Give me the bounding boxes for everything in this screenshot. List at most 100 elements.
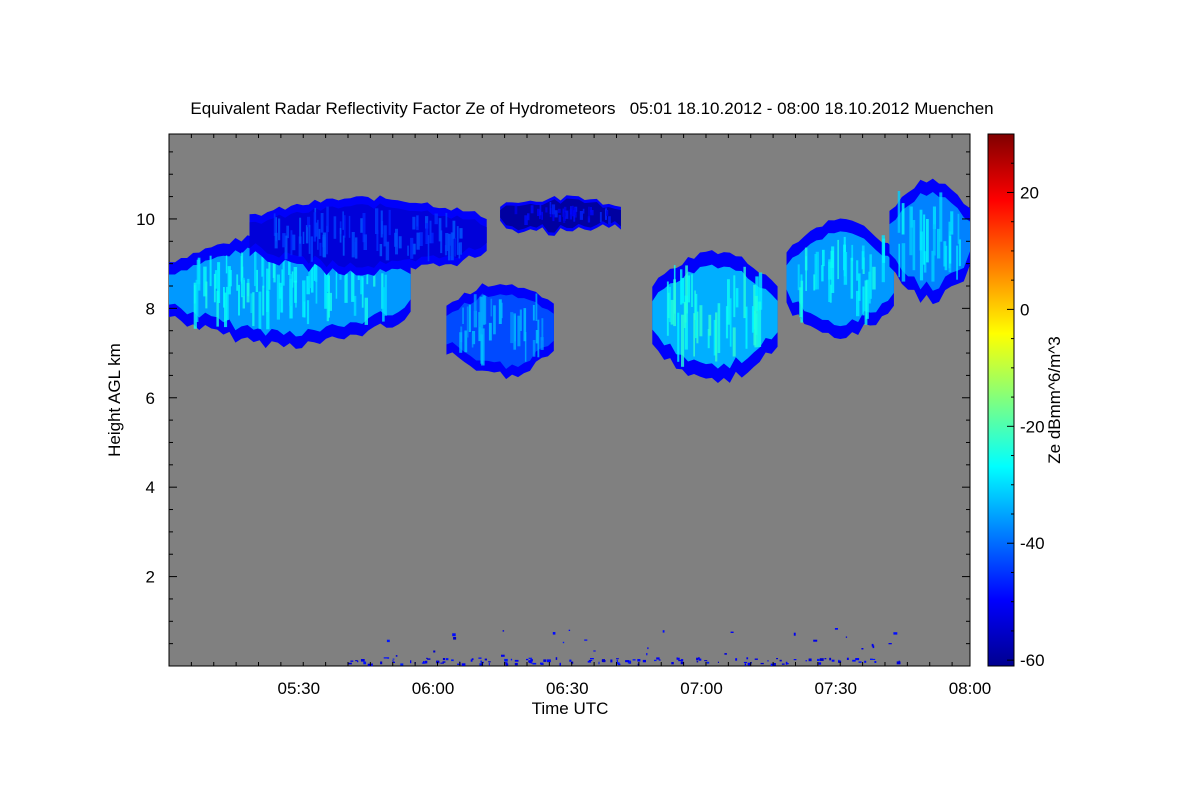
clutter-point [773, 663, 776, 666]
echo-streak [856, 290, 860, 317]
echo-streak [214, 270, 218, 289]
echo-streak [299, 217, 302, 244]
echo-streak [681, 314, 685, 367]
clutter-point [632, 659, 636, 661]
echo-streak [353, 295, 357, 316]
clutter-point [423, 661, 425, 664]
echo-streak [354, 242, 357, 256]
echo-streak [545, 207, 548, 213]
clutter-point [671, 662, 674, 665]
clutter-point [730, 631, 734, 633]
echo-streak [551, 204, 556, 215]
clutter-point [874, 661, 877, 663]
echo-streak [278, 218, 281, 241]
clutter-point [488, 662, 490, 666]
echo-streak [223, 287, 225, 308]
echo-streak [532, 305, 535, 321]
echo-streak [814, 254, 817, 290]
clutter-point [743, 661, 747, 663]
echo-streak [275, 217, 277, 242]
clutter-point [410, 660, 412, 664]
clutter-point [819, 658, 824, 661]
echo-streak [425, 216, 429, 229]
echo-streak [459, 332, 463, 353]
clutter-point [781, 663, 785, 665]
echo-streak [541, 318, 544, 341]
echo-streak [717, 303, 721, 353]
echo-streak [241, 252, 244, 298]
echo-streak [306, 300, 310, 325]
echo-streak [302, 231, 305, 244]
echo-streak [315, 262, 318, 304]
echo-streak [225, 255, 228, 274]
echo-streak [445, 233, 449, 251]
echo-streak [956, 245, 958, 280]
echo-streak [274, 232, 278, 249]
echo-streak [751, 306, 754, 333]
echo-streak [193, 282, 197, 329]
clutter-point [658, 659, 661, 661]
clutter-point [770, 663, 775, 666]
clutter-point [350, 660, 354, 662]
echo-streak [708, 314, 712, 336]
clutter-point [504, 662, 508, 664]
colorbar-label: Ze dBmm^6/m^3 [1045, 336, 1064, 463]
echo-streak [501, 302, 503, 319]
clutter-point [735, 658, 738, 661]
clutter-point [818, 662, 822, 665]
echo-streak [266, 268, 269, 312]
x-tick-label: 07:00 [680, 679, 723, 698]
echo-streak [539, 204, 542, 216]
echo-streak [313, 253, 316, 281]
echo-streak [537, 319, 540, 358]
x-tick-label: 07:30 [814, 679, 857, 698]
clutter-point [505, 663, 509, 666]
clutter-point [568, 629, 571, 631]
clutter-point [588, 659, 593, 661]
clutter-point [584, 639, 588, 641]
clutter-point [471, 658, 474, 661]
echo-streak [473, 294, 477, 327]
clutter-point [461, 663, 466, 666]
echo-streak [205, 281, 208, 309]
echo-streak [540, 337, 544, 350]
clutter-point [616, 658, 619, 660]
echo-streak [226, 286, 229, 320]
clutter-point [355, 660, 358, 662]
x-tick-label: 06:00 [412, 679, 455, 698]
echo-streak [573, 207, 577, 216]
echo-streak [427, 235, 430, 262]
clutter-point [834, 628, 838, 630]
echo-streak [590, 207, 592, 213]
clutter-point [656, 657, 660, 660]
echo-streak [858, 273, 861, 301]
y-tick-label: 2 [146, 568, 155, 587]
clutter-point [395, 655, 398, 657]
echo-streak [440, 230, 443, 254]
clutter-point [478, 657, 482, 659]
echo-streak [524, 332, 527, 362]
echo-streak [685, 265, 688, 314]
echo-streak [687, 275, 690, 303]
clutter-point [502, 630, 505, 632]
echo-streak [407, 245, 409, 256]
echo-streak [284, 235, 288, 260]
echo-streak [342, 211, 344, 230]
echo-streak [727, 279, 730, 325]
clutter-point [637, 663, 640, 666]
echo-streak [328, 292, 332, 311]
clutter-point [380, 661, 383, 665]
clutter-point [680, 661, 684, 665]
clutter-point [786, 663, 789, 665]
clutter-point [678, 659, 683, 662]
clutter-point [488, 661, 491, 663]
clutter-point [387, 657, 390, 659]
echo-cirrus-band-east-high [889, 178, 970, 305]
clutter-point [529, 660, 532, 664]
y-tick-label: 8 [146, 299, 155, 318]
echo-streak [343, 215, 346, 238]
echo-streak [438, 218, 442, 242]
clutter-point [445, 658, 449, 661]
clutter-point [647, 647, 649, 650]
y-axis-label: Height AGL km [105, 343, 124, 457]
